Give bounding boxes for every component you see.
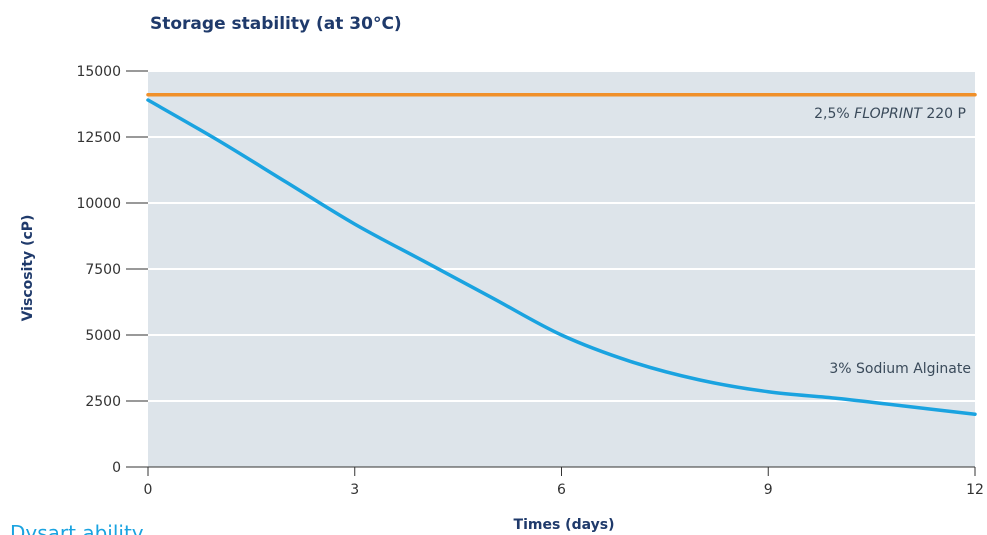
series-layer [146, 93, 977, 416]
series-label-floprint: 2,5% FLOPRINT 220 P [814, 106, 966, 122]
series-label-sodium-alginate: 3% Sodium Alginate [829, 361, 971, 377]
x-tick-label: 3 [350, 482, 359, 498]
x-axis: 0 3 6 9 12 [144, 466, 984, 498]
y-tick-label: 0 [112, 460, 121, 476]
x-axis-title: Times (days) [514, 517, 615, 533]
x-tick-label: 9 [764, 482, 773, 498]
y-tick-label: 15000 [76, 64, 121, 80]
chart-title: Storage stability (at 30°C) [150, 14, 402, 34]
x-tick-label: 0 [144, 482, 153, 498]
y-tick-label: 7500 [85, 262, 121, 278]
x-tick-label: 12 [966, 482, 984, 498]
x-tick-label: 6 [557, 482, 566, 498]
series-line-1 [146, 98, 977, 416]
y-tick-label: 10000 [76, 196, 121, 212]
y-tick-label: 5000 [85, 328, 121, 344]
y-tick-label: 12500 [76, 130, 121, 146]
y-tick-label: 2500 [85, 394, 121, 410]
cutoff-heading-text: Dysart ability [10, 521, 144, 535]
y-axis-title: Viscosity (cP) [20, 215, 36, 322]
y-axis: 0 2500 5000 7500 10000 12500 15000 [76, 64, 148, 476]
